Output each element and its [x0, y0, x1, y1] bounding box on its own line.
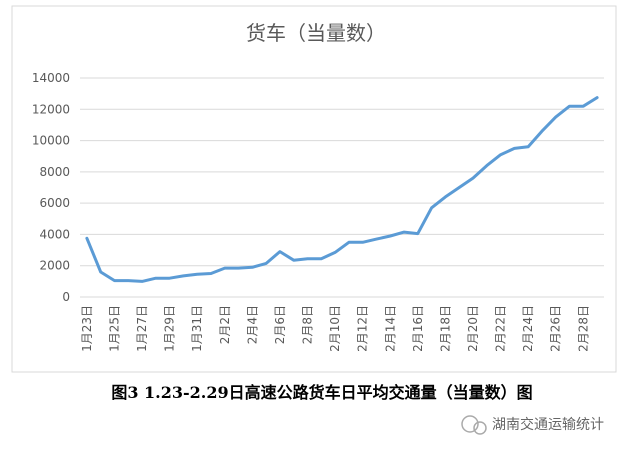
x-tick-label: 2月12日: [356, 305, 370, 352]
watermark-icon: [461, 415, 487, 435]
x-tick-label: 2月20日: [466, 305, 480, 352]
chart-title: 货车（当量数）: [246, 21, 386, 45]
x-tick-label: 2月22日: [494, 305, 508, 352]
y-tick-label: 8000: [39, 165, 70, 179]
x-tick-label: 2月4日: [245, 305, 259, 344]
x-tick-label: 2月26日: [549, 305, 563, 352]
y-tick-label: 14000: [32, 71, 70, 85]
caption: 图3 1.23-2.29日高速公路货车日平均交通量（当量数）图: [111, 383, 532, 402]
y-tick-label: 10000: [32, 134, 70, 148]
x-tick-label: 1月31日: [190, 305, 204, 352]
watermark: 湖南交通运输统计: [492, 416, 604, 433]
y-tick-label: 2000: [39, 259, 70, 273]
y-tick-label: 12000: [32, 102, 70, 116]
x-tick-label: 2月14日: [383, 305, 397, 352]
x-tick-label: 1月23日: [80, 305, 94, 352]
chart-frame: [11, 5, 617, 373]
x-tick-label: 2月10日: [328, 305, 342, 352]
x-tick-label: 2月6日: [273, 305, 287, 344]
y-tick-label: 4000: [39, 227, 70, 241]
x-tick-label: 2月24日: [521, 305, 535, 352]
y-tick-label: 0: [62, 290, 70, 304]
y-tick-label: 6000: [39, 196, 70, 210]
x-tick-label: 2月8日: [301, 305, 315, 344]
x-tick-label: 1月27日: [135, 305, 149, 352]
data-line: [85, 96, 599, 283]
x-tick-label: 1月29日: [163, 305, 177, 352]
x-tick-label: 2月28日: [576, 305, 590, 352]
x-tick-label: 2月18日: [438, 305, 452, 352]
x-tick-label: 1月25日: [107, 305, 121, 352]
x-tick-label: 2月16日: [411, 305, 425, 352]
x-tick-label: 2月2日: [218, 305, 232, 344]
